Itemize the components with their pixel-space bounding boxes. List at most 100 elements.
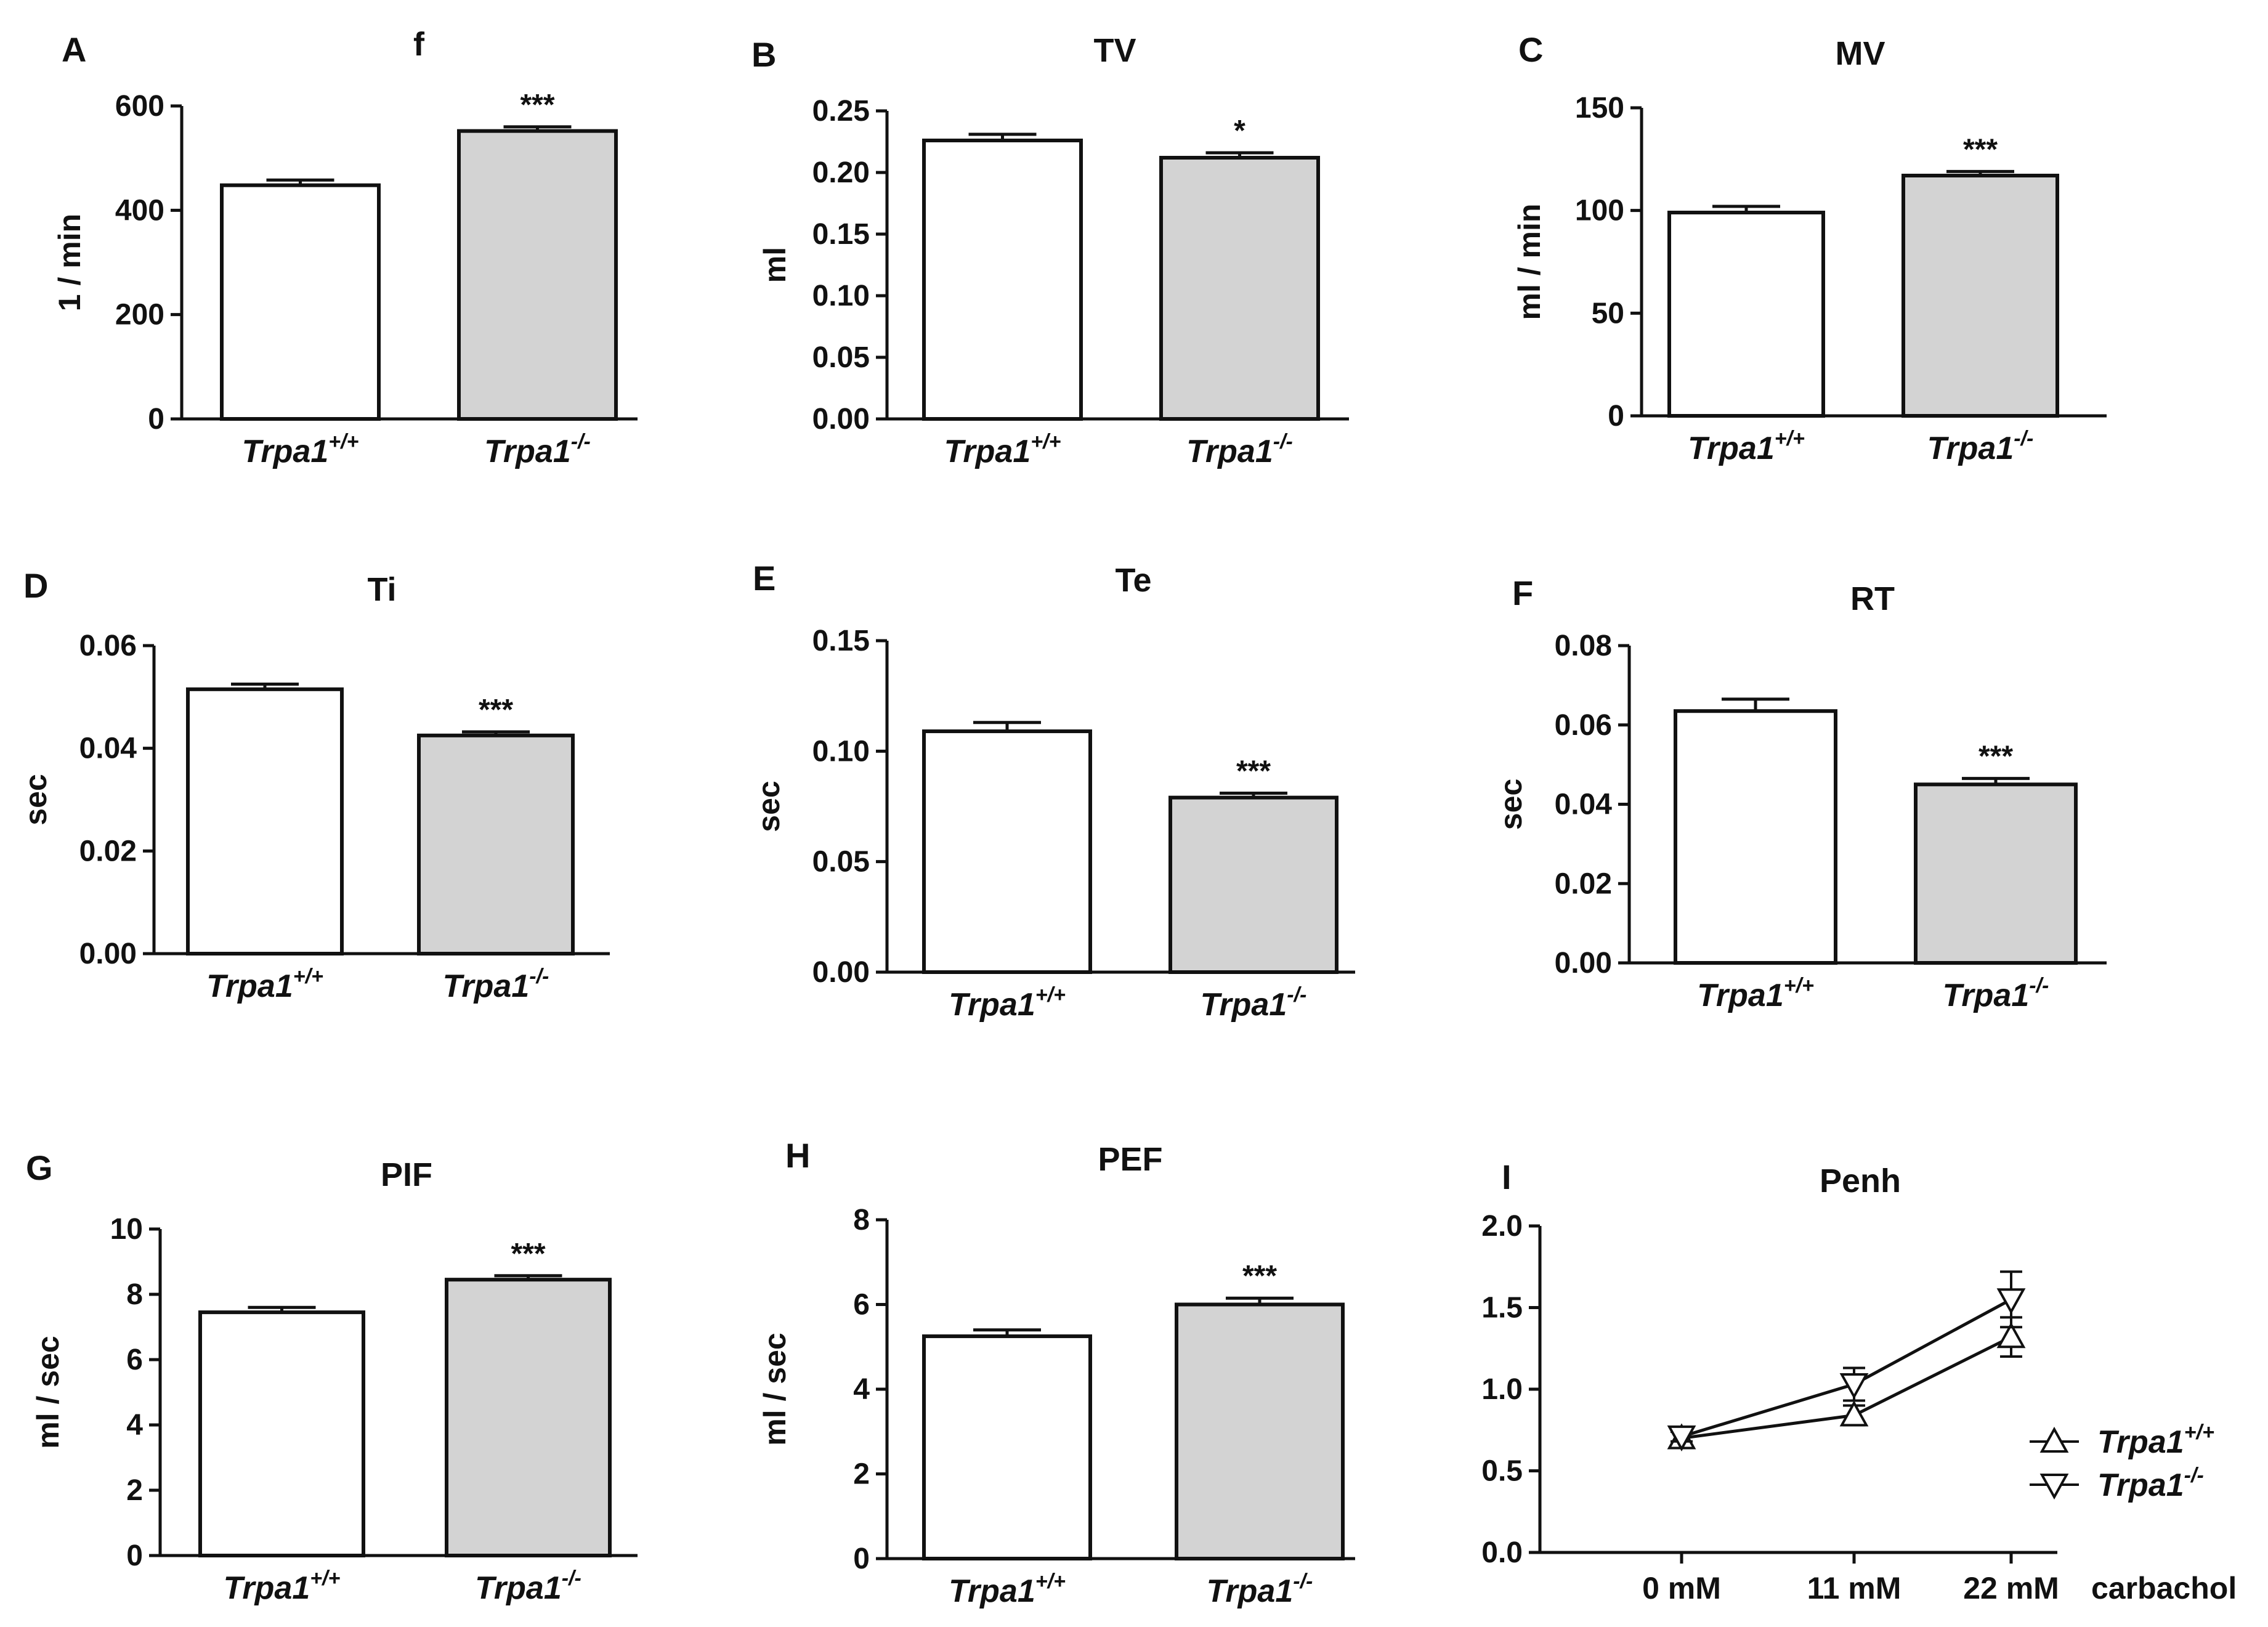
y-tick-label: 0.02 [79, 835, 137, 867]
y-tick-label: 0.00 [812, 403, 870, 436]
x-axis-label: carbachol [2091, 1571, 2237, 1605]
category-label: Trpa1+/+ [242, 430, 359, 469]
y-tick-label: 50 [1592, 297, 1624, 330]
data-point [1996, 1288, 2026, 1315]
y-tick-label: 400 [115, 194, 164, 227]
panel-letter: E [753, 559, 776, 598]
panel-letter: C [1518, 30, 1543, 69]
y-axis-label: ml [758, 247, 792, 283]
panel-letter: H [785, 1136, 810, 1175]
bar [1914, 782, 2078, 965]
panel-c: C MV 0 50 100 150 ml / min Trpa1+/+ *** Trpa1-/- [1512, 30, 2107, 466]
y-axis-label: sec [18, 774, 53, 825]
y-tick-label: 6 [853, 1289, 870, 1321]
panel-b: B TV 0.00 0.05 0.10 0.15 0.20 0.25 ml Trpa1+/+ * Tr… [751, 32, 1349, 469]
bar [1175, 1302, 1345, 1560]
panel-title: f [413, 26, 425, 63]
y-axis-label: ml / min [1512, 204, 1547, 320]
bar [445, 1278, 612, 1557]
panel-letter: B [751, 35, 776, 74]
y-axis-label: sec [1494, 779, 1528, 830]
category-label: Trpa1-/- [475, 1567, 581, 1606]
panel-title: TV [1093, 32, 1136, 69]
y-tick-label: 0.20 [812, 156, 870, 189]
y-tick-label: 0.10 [812, 735, 870, 768]
significance-label: *** [1963, 133, 1998, 166]
panel-title: PIF [381, 1156, 432, 1193]
category-label: Trpa1-/- [443, 965, 549, 1004]
bar [186, 687, 344, 956]
category-label: Trpa1-/- [1186, 430, 1293, 469]
category-label: Trpa1-/- [1943, 974, 2049, 1013]
significance-label: *** [1242, 1260, 1277, 1292]
y-tick-label: 8 [126, 1278, 143, 1311]
y-tick-label: 0.05 [812, 341, 870, 374]
bar [1674, 709, 1837, 965]
y-tick-label: 600 [115, 90, 164, 123]
category-label: Trpa1+/+ [1697, 974, 1814, 1013]
category-label: Trpa1+/+ [206, 965, 323, 1004]
x-tick-label: 22 mM [1963, 1571, 2059, 1605]
y-tick-label: 0.00 [79, 938, 137, 970]
y-tick-label: 0 [126, 1540, 143, 1572]
y-tick-label: 100 [1575, 195, 1624, 227]
category-label: Trpa1-/- [1927, 427, 2034, 466]
y-tick-label: 0.0 [1481, 1536, 1523, 1569]
y-tick-label: 0.08 [1555, 630, 1612, 662]
panel-letter: A [62, 30, 86, 69]
panel-f: F RT 0.00 0.02 0.04 0.06 0.08 sec Trpa1+/+ *** Trp… [1494, 574, 2107, 1013]
panel-title: RT [1850, 580, 1895, 617]
bar [1159, 156, 1320, 421]
x-tick-label: 0 mM [1642, 1571, 1721, 1605]
bar [1901, 174, 2059, 418]
legend-label: Trpa1-/- [2097, 1464, 2204, 1503]
category-label: Trpa1+/+ [949, 983, 1066, 1023]
y-tick-label: 150 [1575, 92, 1624, 124]
category-label: Trpa1+/+ [949, 1570, 1066, 1609]
y-axis-label: 1 / min [52, 214, 87, 311]
bar [1168, 795, 1339, 974]
category-label: Trpa1+/+ [944, 430, 1061, 469]
significance-label: *** [1236, 755, 1271, 787]
y-tick-label: 0.25 [812, 95, 870, 128]
panel-letter: G [26, 1148, 53, 1187]
panel-letter: F [1512, 574, 1533, 612]
legend-marker [2039, 1426, 2069, 1453]
y-tick-label: 10 [110, 1213, 143, 1246]
y-tick-label: 0 [853, 1543, 870, 1575]
significance-label: *** [1978, 740, 2013, 773]
panel-d: D Ti 0.00 0.02 0.04 0.06 sec Trpa1+/+ *** Trpa1-/… [18, 566, 610, 1004]
y-tick-label: 0 [148, 403, 164, 436]
panel-title: MV [1836, 35, 1885, 72]
y-tick-label: 0.10 [812, 280, 870, 312]
panel-title: Te [1115, 562, 1151, 599]
bar [220, 183, 381, 421]
y-tick-label: 0.5 [1481, 1455, 1523, 1488]
bar [198, 1310, 365, 1557]
significance-label: *** [479, 694, 513, 726]
bar [1667, 211, 1825, 418]
y-axis-label: sec [751, 781, 786, 832]
category-label: Trpa1+/+ [1688, 427, 1805, 466]
y-tick-label: 1.0 [1481, 1373, 1523, 1406]
y-tick-label: 4 [126, 1409, 143, 1442]
panel-h: H PEF 0 2 4 6 8 ml / sec Trpa1+/+ *** Trpa1-/- [758, 1136, 1355, 1609]
panel-letter: I [1502, 1158, 1512, 1196]
y-tick-label: 4 [853, 1373, 870, 1406]
y-tick-label: 0.00 [812, 956, 870, 989]
y-tick-label: 2.0 [1481, 1210, 1523, 1243]
y-tick-label: 0.06 [1555, 709, 1612, 742]
y-tick-label: 0.00 [1555, 947, 1612, 980]
category-label: Trpa1-/- [1207, 1570, 1313, 1609]
y-tick-label: 0.05 [812, 846, 870, 878]
y-tick-label: 0 [1608, 400, 1624, 432]
panel-g: G PIF 0 2 4 6 8 10 ml / sec Trpa1+/+ *** Trpa1-/- [26, 1148, 638, 1606]
y-tick-label: 200 [115, 299, 164, 331]
y-tick-label: 2 [853, 1458, 870, 1491]
y-tick-label: 0.15 [812, 218, 870, 251]
y-tick-label: 0.04 [1555, 789, 1613, 821]
y-tick-label: 8 [853, 1204, 870, 1236]
panel-i: I Penh 0.0 0.5 1.0 1.5 2.0 0 mM 11 mM 22 mM carbac… [1481, 1158, 2237, 1605]
y-tick-label: 0.04 [79, 732, 137, 765]
